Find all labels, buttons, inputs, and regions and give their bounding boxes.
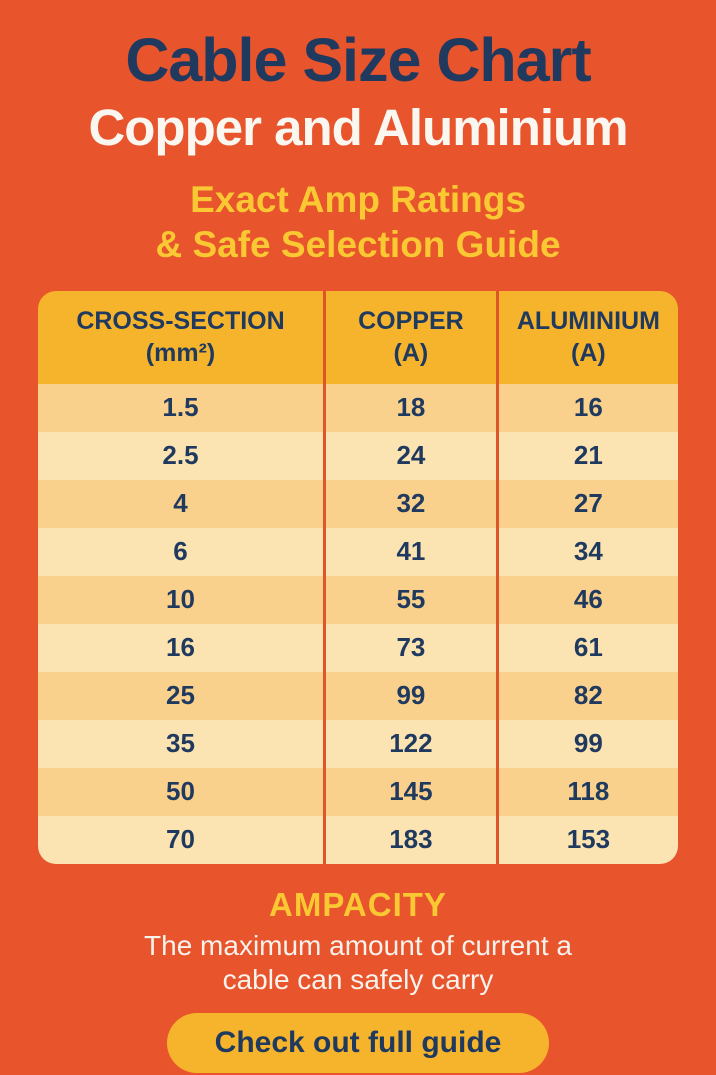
header-aluminium-line1: ALUMINIUM <box>516 306 660 335</box>
cell-cross-section: 70 <box>38 815 326 864</box>
cell-cross-section: 16 <box>38 623 326 672</box>
cell-aluminium: 153 <box>498 815 678 864</box>
cell-cross-section: 50 <box>38 767 326 816</box>
table-row: 1.5 18 16 <box>38 383 678 432</box>
table-row: 35 122 99 <box>38 719 678 768</box>
cell-copper: 32 <box>326 479 499 528</box>
cell-copper: 99 <box>326 671 499 720</box>
cell-copper: 183 <box>326 815 499 864</box>
cell-copper: 18 <box>326 383 499 432</box>
tagline-line1: Exact Amp Ratings <box>190 179 526 221</box>
cell-aluminium: 99 <box>498 719 678 768</box>
table-row: 10 55 46 <box>38 575 678 624</box>
cell-aluminium: 34 <box>498 527 678 576</box>
cell-cross-section: 2.5 <box>38 431 326 480</box>
cell-cross-section: 4 <box>38 479 326 528</box>
cell-copper: 24 <box>326 431 499 480</box>
header-copper-line1: COPPER <box>358 306 464 335</box>
table-row: 50 145 118 <box>38 767 678 816</box>
header-cell-aluminium: ALUMINIUM (A) <box>499 291 678 384</box>
cell-cross-section: 6 <box>38 527 326 576</box>
ampacity-heading: AMPACITY <box>269 885 447 923</box>
cell-cross-section: 25 <box>38 671 326 720</box>
tagline: Exact Amp Ratings & Safe Selection Guide <box>155 178 560 267</box>
page-title: Cable Size Chart <box>125 26 591 94</box>
cell-aluminium: 27 <box>498 479 678 528</box>
header-aluminium-line2: (A) <box>571 339 606 368</box>
full-guide-button[interactable]: Check out full guide <box>166 1013 550 1074</box>
tagline-line2: & Safe Selection Guide <box>155 223 561 265</box>
cell-copper: 145 <box>326 767 499 816</box>
table-header-row: CROSS-SECTION (mm²) COPPER (A) ALUMINIUM… <box>38 290 678 384</box>
header-cell-cross-section: CROSS-SECTION (mm²) <box>38 290 326 384</box>
cell-aluminium: 61 <box>498 623 678 672</box>
cell-cross-section: 1.5 <box>38 383 326 432</box>
cell-aluminium: 16 <box>498 383 678 432</box>
table-row: 16 73 61 <box>38 623 678 672</box>
table-row: 70 183 153 <box>38 815 678 864</box>
header-cross-section-line1: CROSS-SECTION <box>76 306 285 335</box>
table-row: 25 99 82 <box>38 671 678 720</box>
header-copper-line2: (A) <box>393 339 429 368</box>
page-subtitle: Copper and Aluminium <box>88 99 628 157</box>
table-row: 4 32 27 <box>38 479 678 528</box>
cell-cross-section: 35 <box>38 719 326 768</box>
cell-copper: 41 <box>326 527 499 576</box>
table-body: 1.5 18 16 2.5 24 21 4 32 27 6 41 34 10 5… <box>38 383 678 864</box>
table-row: 6 41 34 <box>38 527 678 576</box>
cell-copper: 55 <box>326 575 499 624</box>
header-cross-section-line2: (mm²) <box>145 339 216 368</box>
cell-aluminium: 82 <box>498 671 678 720</box>
cell-aluminium: 21 <box>498 431 678 480</box>
table-row: 2.5 24 21 <box>38 431 678 480</box>
amp-rating-table: CROSS-SECTION (mm²) COPPER (A) ALUMINIUM… <box>38 290 678 864</box>
cell-aluminium: 46 <box>498 575 678 624</box>
cell-aluminium: 118 <box>498 767 678 816</box>
ampacity-description: The maximum amount of current a cable ca… <box>144 929 572 995</box>
cell-cross-section: 10 <box>38 575 326 624</box>
cell-copper: 122 <box>326 719 499 768</box>
header-cell-copper: COPPER (A) <box>326 290 499 384</box>
cell-copper: 73 <box>326 623 499 672</box>
